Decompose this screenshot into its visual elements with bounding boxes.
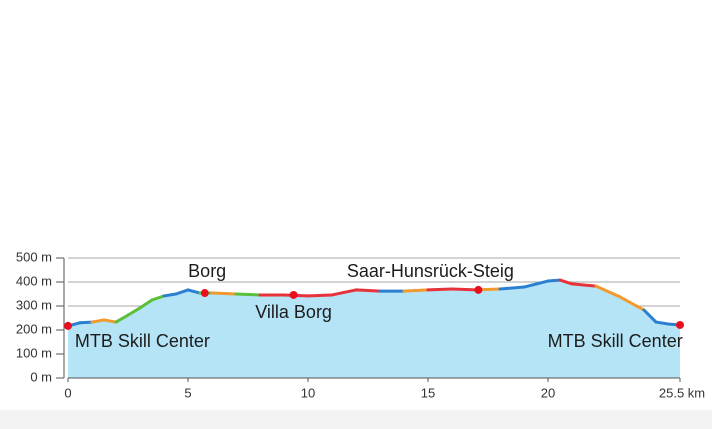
profile-segment [150, 294, 166, 302]
profile-segment [102, 318, 118, 324]
waypoint [200, 289, 209, 298]
profile-segment [174, 288, 190, 296]
x-tick-label: 15 [421, 385, 435, 400]
profile-segment [402, 288, 430, 293]
annotation: Saar-Hunsrück-Steig [347, 261, 514, 281]
profile-segment [306, 293, 334, 298]
x-tick-label: 0 [64, 385, 71, 400]
annotation: Villa Borg [255, 302, 332, 322]
waypoint [676, 320, 684, 329]
x-tick-label: 25.5 km [659, 385, 705, 400]
profile-segment [426, 287, 454, 292]
profile-segment [570, 282, 598, 288]
y-tick-label: 500 m [16, 249, 52, 264]
profile-segment [558, 278, 574, 286]
profile-segment [162, 292, 178, 298]
y-tick-label: 0 m [30, 369, 52, 384]
profile-segment [90, 318, 106, 324]
profile-segment [522, 279, 550, 289]
profile-segment [498, 285, 526, 291]
y-tick-label: 400 m [16, 273, 52, 288]
profile-segment [642, 308, 658, 324]
y-tick-label: 100 m [16, 345, 52, 360]
profile-segment [138, 298, 154, 310]
footer-band [0, 410, 712, 429]
profile-segment [654, 320, 670, 326]
profile-segment [330, 288, 358, 297]
waypoint [64, 321, 72, 330]
profile-segment [78, 320, 94, 325]
profile-segment [354, 288, 382, 293]
profile-segment [450, 287, 478, 292]
waypoint [289, 290, 298, 299]
y-tick-label: 300 m [16, 297, 52, 312]
profile-segment [114, 313, 130, 324]
x-tick-label: 5 [184, 385, 191, 400]
annotation: MTB Skill Center [75, 331, 210, 351]
profile-segment [210, 291, 238, 296]
profile-segment [594, 284, 622, 299]
waypoint [474, 285, 483, 294]
annotation: Borg [188, 261, 226, 281]
profile-segment [618, 295, 646, 312]
profile-segment [546, 278, 562, 283]
x-tick-label: 20 [541, 385, 555, 400]
y-tick-label: 200 m [16, 321, 52, 336]
area [68, 280, 680, 378]
x-tick-label: 10 [301, 385, 315, 400]
profile-segment [234, 292, 262, 297]
annotation: MTB Skill Center [548, 331, 683, 351]
profile-segment [126, 306, 142, 317]
profile-segment [186, 288, 202, 295]
